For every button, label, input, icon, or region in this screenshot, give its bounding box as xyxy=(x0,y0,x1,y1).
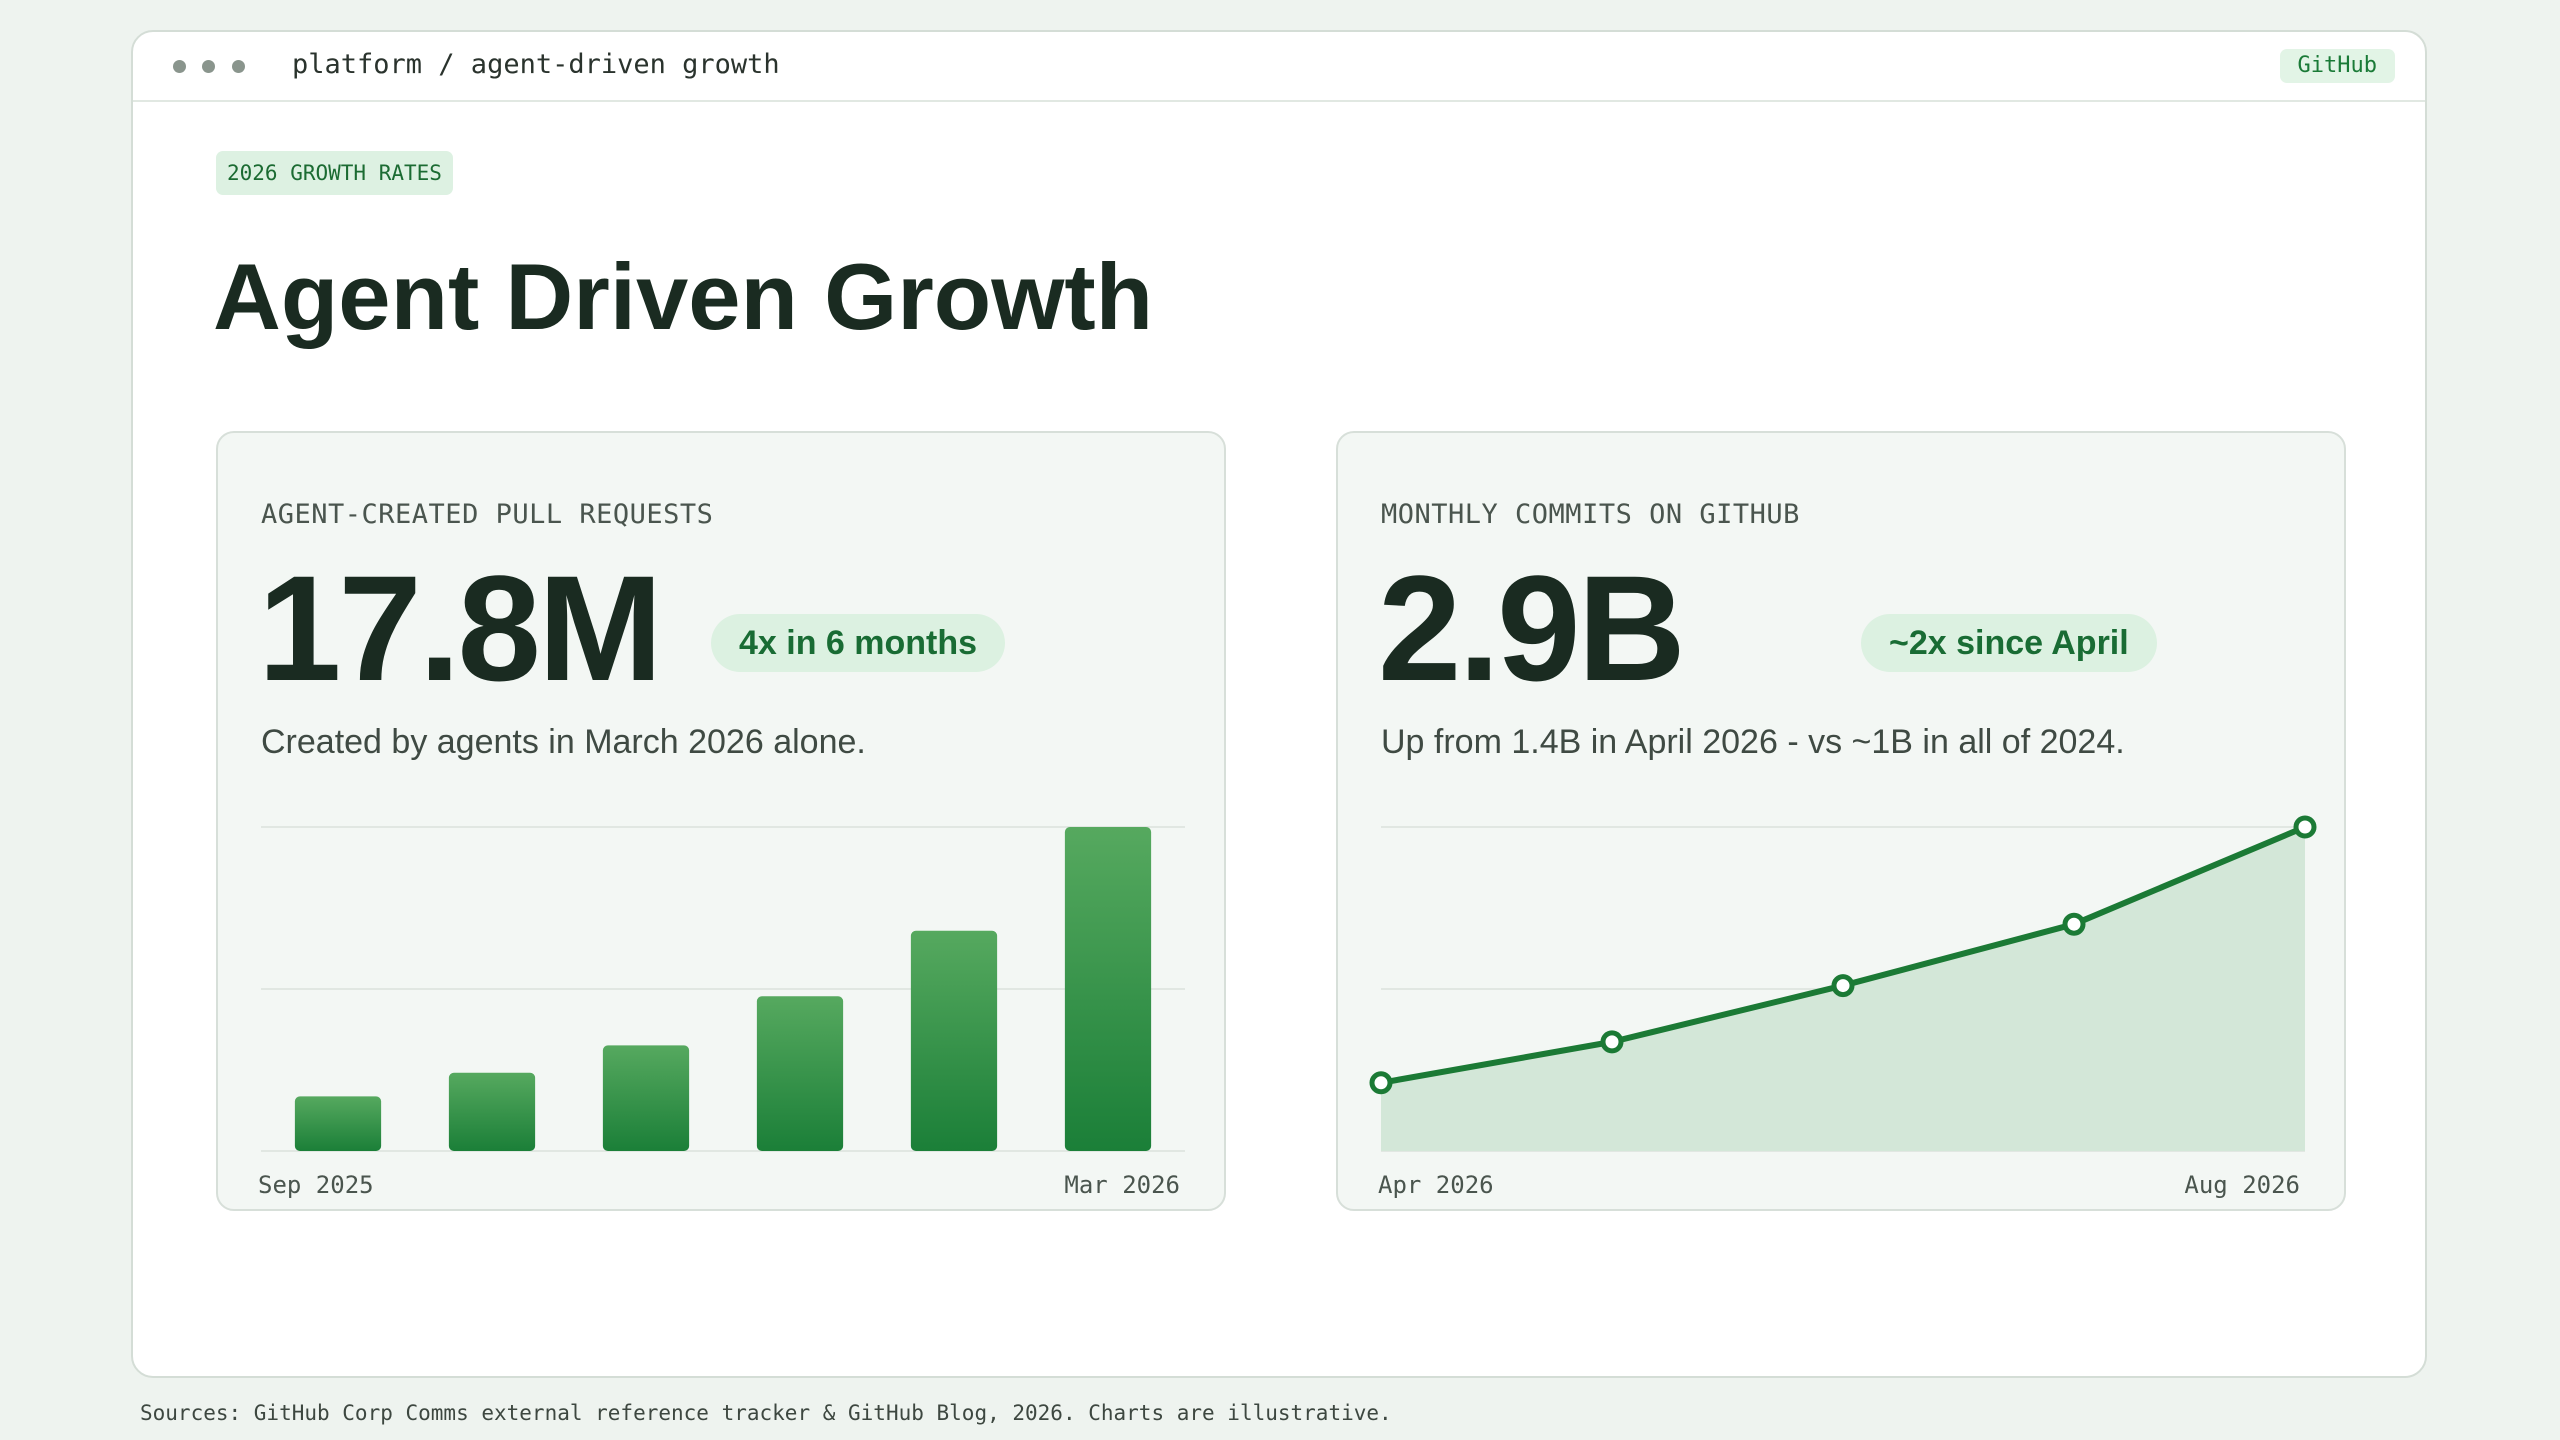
data-point xyxy=(2062,912,2086,936)
sources-footnote: Sources: GitHub Corp Comms external refe… xyxy=(140,1401,1392,1425)
title-bar: platform / agent-driven growth GitHub xyxy=(133,32,2425,102)
commits-card: MONTHLY COMMITS ON GITHUB 2.9B ~2x since… xyxy=(1336,431,2346,1211)
window-dot-icon[interactable] xyxy=(202,60,215,73)
metric-value: 2.9B xyxy=(1378,544,1686,712)
data-point xyxy=(1600,1030,1624,1054)
x-axis-end-label: Aug 2026 xyxy=(2184,1171,2300,1199)
window-dot-icon[interactable] xyxy=(232,60,245,73)
bar xyxy=(294,1096,382,1151)
bar xyxy=(602,1045,690,1151)
metric-description: Up from 1.4B in April 2026 - vs ~1B in a… xyxy=(1381,723,2125,761)
app-window: platform / agent-driven growth GitHub 20… xyxy=(131,30,2427,1378)
x-axis-end-label: Mar 2026 xyxy=(1064,1171,1180,1199)
data-point xyxy=(1369,1071,1393,1095)
page-title: Agent Driven Growth xyxy=(213,244,1154,349)
window-dot-icon[interactable] xyxy=(173,60,186,73)
github-badge[interactable]: GitHub xyxy=(2279,49,2395,83)
metric-value: 17.8M xyxy=(258,544,663,712)
card-label: AGENT-CREATED PULL REQUESTS xyxy=(261,499,714,530)
data-point xyxy=(1831,974,1855,998)
bar xyxy=(756,996,844,1151)
bar-chart xyxy=(261,826,1185,1152)
bar xyxy=(448,1072,536,1151)
breadcrumb: platform / agent-driven growth xyxy=(292,49,780,80)
delta-badge: ~2x since April xyxy=(1861,614,2157,672)
bar xyxy=(1064,827,1152,1151)
x-axis-start-label: Sep 2025 xyxy=(258,1171,374,1199)
bar xyxy=(910,930,998,1151)
data-point xyxy=(2293,815,2317,839)
card-label: MONTHLY COMMITS ON GITHUB xyxy=(1381,499,1800,530)
area-chart xyxy=(1369,815,2317,1152)
metric-description: Created by agents in March 2026 alone. xyxy=(261,723,866,761)
pull-requests-card: AGENT-CREATED PULL REQUESTS 17.8M 4x in … xyxy=(216,431,1226,1211)
x-axis-start-label: Apr 2026 xyxy=(1378,1171,1494,1199)
delta-badge: 4x in 6 months xyxy=(711,614,1006,672)
eyebrow-tag: 2026 GROWTH RATES xyxy=(216,151,453,195)
